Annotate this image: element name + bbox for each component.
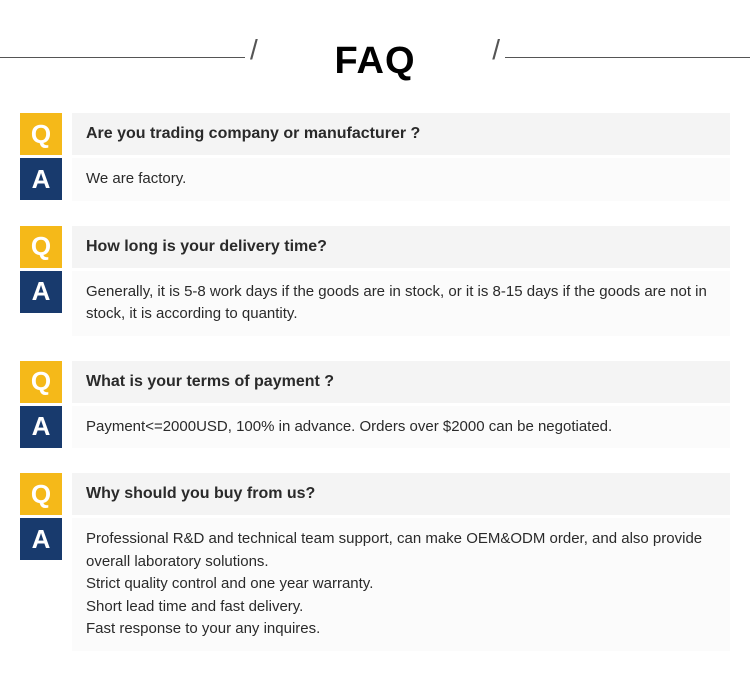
answer-row: A We are factory. — [20, 158, 730, 201]
answer-content: We are factory. — [86, 168, 186, 191]
faq-item: Q What is your terms of payment ? A Paym… — [20, 361, 730, 449]
question-text: What is your terms of payment ? — [72, 361, 730, 403]
question-row: Q What is your terms of payment ? — [20, 361, 730, 403]
q-badge: Q — [20, 473, 62, 515]
divider-right — [505, 57, 750, 58]
answer-content: Generally, it is 5-8 work days if the go… — [86, 281, 716, 326]
question-text: Why should you buy from us? — [72, 473, 730, 515]
faq-item: Q How long is your delivery time? A Gene… — [20, 226, 730, 336]
faq-item: Q Why should you buy from us? A Professi… — [20, 473, 730, 651]
answer-text: Generally, it is 5-8 work days if the go… — [72, 271, 730, 336]
slash-left: / — [250, 34, 258, 66]
question-row: Q Are you trading company or manufacture… — [20, 113, 730, 155]
answer-row: A Payment<=2000USD, 100% in advance. Ord… — [20, 406, 730, 449]
answer-content: Payment<=2000USD, 100% in advance. Order… — [86, 416, 612, 439]
question-text: How long is your delivery time? — [72, 226, 730, 268]
answer-content: Professional R&D and technical team supp… — [86, 528, 716, 641]
answer-text: Payment<=2000USD, 100% in advance. Order… — [72, 406, 730, 449]
q-badge: Q — [20, 361, 62, 403]
a-badge: A — [20, 271, 62, 313]
question-text: Are you trading company or manufacturer … — [72, 113, 730, 155]
a-badge: A — [20, 158, 62, 200]
answer-text: We are factory. — [72, 158, 730, 201]
page-title: FAQ — [334, 40, 415, 83]
a-badge: A — [20, 406, 62, 448]
faq-list: Q Are you trading company or manufacture… — [0, 113, 750, 651]
question-row: Q How long is your delivery time? — [20, 226, 730, 268]
q-badge: Q — [20, 226, 62, 268]
answer-row: A Professional R&D and technical team su… — [20, 518, 730, 651]
faq-item: Q Are you trading company or manufacture… — [20, 113, 730, 201]
divider-left — [0, 57, 245, 58]
page-header: / FAQ / — [0, 0, 750, 113]
slash-right: / — [492, 34, 500, 66]
question-row: Q Why should you buy from us? — [20, 473, 730, 515]
q-badge: Q — [20, 113, 62, 155]
answer-row: A Generally, it is 5-8 work days if the … — [20, 271, 730, 336]
answer-text: Professional R&D and technical team supp… — [72, 518, 730, 651]
a-badge: A — [20, 518, 62, 560]
